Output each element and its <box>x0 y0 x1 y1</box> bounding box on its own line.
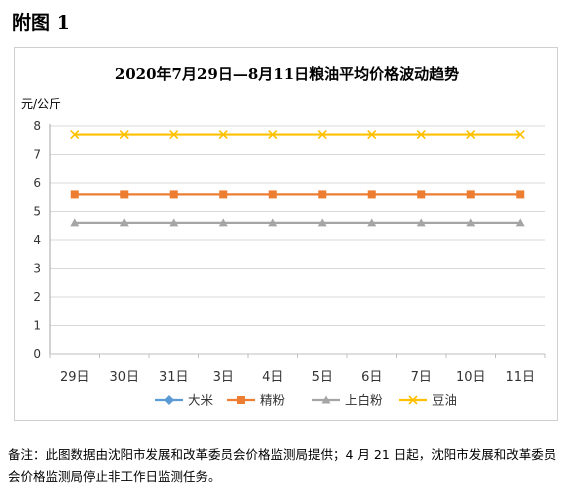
y-tick-label: 1 <box>33 319 41 333</box>
data-point-x <box>169 129 179 140</box>
data-point-square <box>169 190 178 199</box>
legend-marker-square <box>237 396 245 404</box>
y-tick-label: 4 <box>33 233 41 247</box>
x-tick-label: 29日 <box>60 370 90 385</box>
data-point-x <box>515 129 525 140</box>
x-tick-label: 31日 <box>159 370 189 385</box>
legend-marker-diamond <box>164 395 174 405</box>
data-point-x <box>466 129 476 140</box>
chart-frame: 2020年7月29日—8月11日粮油平均价格波动趋势元/公斤 0 1 2 3 4 5 6 7 8 2… <box>14 47 558 421</box>
data-point-triangle <box>119 218 129 227</box>
data-point-x <box>317 129 327 140</box>
data-point-square <box>120 190 129 199</box>
y-tick-label: 5 <box>33 205 41 219</box>
x-tick-label: 11日 <box>505 370 535 385</box>
legend-label: 豆油 <box>432 393 457 408</box>
x-tick-label: 30日 <box>109 370 139 385</box>
y-tick-label: 3 <box>33 262 41 276</box>
data-point-triangle <box>416 218 426 227</box>
data-point-triangle <box>466 218 476 227</box>
data-point-x <box>416 129 426 140</box>
data-point-x <box>218 129 228 140</box>
data-point-square <box>367 190 376 199</box>
chart-title: 2020年7月29日—8月11日粮油平均价格波动趋势 <box>115 65 459 83</box>
data-point-square <box>466 190 475 199</box>
y-tick-label: 7 <box>33 148 41 162</box>
data-point-x <box>268 129 278 140</box>
data-point-triangle <box>70 218 80 227</box>
footnote: 备注：此图数据由沈阳市发展和改革委员会价格监测局提供；4 月 21 日起，沈阳市… <box>8 447 557 484</box>
data-point-square <box>268 190 277 199</box>
y-tick-label: 0 <box>33 347 41 361</box>
x-tick-label: 4日 <box>262 370 283 385</box>
legend-marker-triangle <box>321 395 331 404</box>
figure-label: 附图 1 <box>12 12 70 34</box>
data-point-x <box>367 129 377 140</box>
y-tick-label: 6 <box>33 176 41 190</box>
data-point-square <box>318 190 327 199</box>
x-tick-label: 6日 <box>361 370 382 385</box>
legend-label: 大米 <box>188 393 214 408</box>
data-point-x <box>119 129 129 140</box>
y-axis-label: 元/公斤 <box>21 97 61 111</box>
x-tick-label: 3日 <box>213 370 234 385</box>
data-point-triangle <box>317 218 327 227</box>
data-point-x <box>70 129 80 140</box>
data-point-square <box>417 190 426 199</box>
legend-label: 精粉 <box>260 393 286 408</box>
y-tick-label: 2 <box>33 290 41 304</box>
y-tick-label: 8 <box>33 119 41 133</box>
data-point-triangle <box>268 218 278 227</box>
data-point-triangle <box>515 218 525 227</box>
x-tick-label: 7日 <box>411 370 432 385</box>
x-tick-label: 10日 <box>456 370 486 385</box>
data-point-triangle <box>169 218 179 227</box>
legend-label: 上白粉 <box>345 393 383 408</box>
data-point-square <box>70 190 79 199</box>
data-point-triangle <box>367 218 377 227</box>
data-point-square <box>219 190 228 199</box>
legend-marker-x <box>408 395 418 405</box>
data-point-square <box>516 190 525 199</box>
x-tick-label: 5日 <box>312 370 333 385</box>
data-point-triangle <box>218 218 228 227</box>
